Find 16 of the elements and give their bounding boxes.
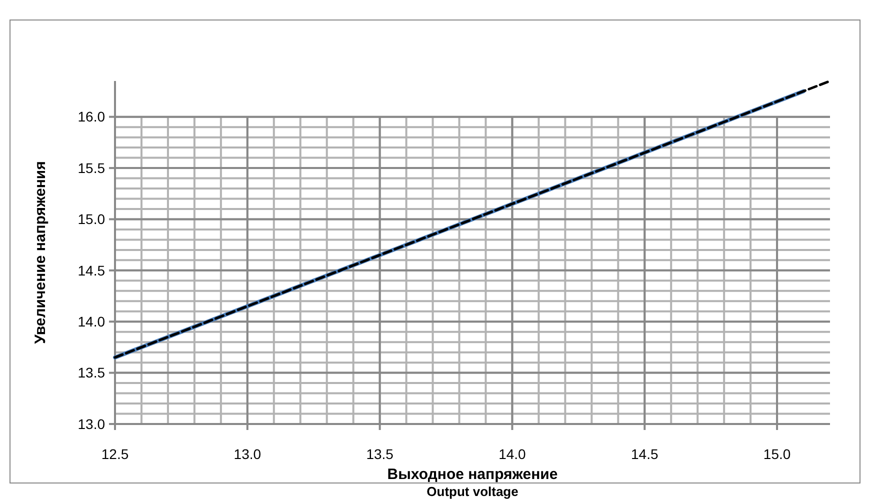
y-tick-label: 14.0 <box>78 314 106 330</box>
x-tick-label: 15.0 <box>763 446 791 462</box>
y-tick-label: 13.0 <box>78 416 106 432</box>
y-axis-title: Увеличение напряжения <box>32 161 49 344</box>
x-tick-label: 13.0 <box>234 446 262 462</box>
y-tick-label: 14.5 <box>78 262 106 278</box>
x-tick-label: 12.5 <box>101 446 129 462</box>
y-tick-label: 13.5 <box>78 364 106 381</box>
x-axis-title: Выходное напряжение <box>387 466 558 483</box>
text: Output voltage <box>426 484 518 499</box>
y-tick-label: 15.0 <box>78 211 106 228</box>
x-tick-label: 14.5 <box>631 446 658 462</box>
y-tick-label: 15.5 <box>78 160 106 176</box>
x-tick-label: 14.0 <box>498 446 526 462</box>
y-tick-label: 16.0 <box>78 108 106 125</box>
x-tick-label: 13.5 <box>366 446 394 462</box>
